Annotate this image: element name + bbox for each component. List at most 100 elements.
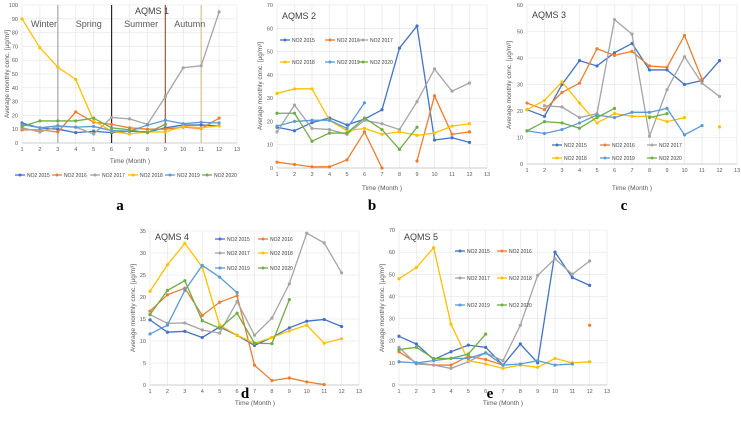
x-tick-label: 13	[356, 389, 362, 395]
legend-marker	[168, 173, 172, 177]
legend-item: NO2 2019	[165, 173, 200, 179]
legend-label: NO2 2018	[140, 173, 163, 179]
series-no2-2019	[20, 118, 221, 133]
legend-item: NO2 2016	[497, 249, 532, 255]
legend-label: NO2 2016	[612, 143, 635, 149]
x-tick-label: 2	[543, 168, 546, 174]
legend-item: NO2 2020	[647, 156, 682, 162]
y-tick-label: 15	[140, 317, 146, 323]
panel-label: e	[487, 386, 494, 402]
x-tick-label: 1	[20, 147, 23, 153]
data-point	[570, 362, 574, 366]
legend-item: NO2 2015	[455, 249, 490, 255]
x-tick-label: 4	[578, 168, 581, 174]
legend-item: NO2 2015	[280, 38, 315, 44]
y-tick-label: 0	[392, 383, 395, 389]
series-no2-2020	[148, 279, 291, 346]
chart-title: AQMS 1	[135, 6, 169, 16]
legend-item: NO2 2015	[215, 237, 250, 243]
x-tick-label: 7	[630, 168, 633, 174]
legend-item: NO2 2020	[358, 60, 393, 66]
series-no2-2015	[525, 41, 722, 118]
y-axis-label: Average monthly conc. [µg/m³]	[379, 264, 386, 352]
x-axis-label: Time (Month )	[362, 185, 402, 192]
y-tick-label: 40	[267, 73, 273, 79]
x-tick-label: 10	[431, 172, 437, 178]
y-tick-label: 20	[140, 295, 146, 301]
x-tick-label: 1	[148, 389, 151, 395]
legend-marker	[500, 276, 504, 280]
y-tick-label: 5	[143, 361, 146, 367]
x-tick-label: 2	[293, 172, 296, 178]
y-tick-label: 50	[267, 50, 273, 56]
legend-marker	[555, 156, 559, 160]
season-label: Winter	[31, 19, 57, 29]
legend-marker	[361, 38, 365, 42]
legend-item: NO2 2015	[15, 173, 50, 179]
x-tick-label: 6	[363, 172, 366, 178]
series-line	[398, 352, 573, 366]
legend-marker	[650, 156, 654, 160]
x-tick-label: 11	[321, 389, 327, 395]
legend-item: NO2 2018	[128, 173, 163, 179]
y-tick-label: 30	[12, 100, 18, 106]
series-no2-2018	[525, 80, 722, 129]
y-tick-label: 30	[267, 96, 273, 102]
y-tick-label: 60	[12, 58, 18, 64]
x-axis-label: Time (Month )	[483, 400, 523, 407]
data-point	[717, 125, 722, 129]
y-tick-label: 30	[140, 251, 146, 257]
legend-label: NO2 2017	[227, 251, 250, 257]
legend-item: NO2 2020	[202, 173, 237, 179]
legend-label: NO2 2015	[292, 38, 315, 44]
series-line	[149, 232, 343, 337]
legend-marker	[55, 173, 59, 177]
y-tick-label: 0	[143, 383, 146, 389]
x-axis-label: Time (Month )	[612, 185, 652, 192]
legend-marker	[218, 237, 222, 241]
legend-marker	[283, 38, 287, 42]
x-tick-label: 4	[74, 147, 77, 153]
series-line	[21, 122, 220, 134]
legend-item: NO2 2018	[497, 276, 532, 282]
legend-marker	[650, 143, 654, 147]
legend-item: NO2 2018	[552, 156, 587, 162]
legend-label: NO2 2017	[467, 276, 490, 282]
x-tick-label: 8	[398, 172, 401, 178]
series-line	[276, 130, 383, 169]
x-tick-label: 10	[681, 168, 687, 174]
x-tick-label: 3	[560, 168, 563, 174]
series-line	[149, 287, 325, 386]
data-point	[588, 323, 592, 327]
data-point	[275, 160, 279, 164]
y-tick-label: 50	[389, 272, 395, 278]
y-tick-label: 60	[267, 26, 273, 32]
series-line	[22, 111, 220, 133]
legend-item: NO2 2019	[215, 266, 250, 272]
y-tick-label: 20	[389, 339, 395, 345]
series-line	[544, 18, 720, 139]
y-tick-label: 80	[12, 31, 18, 37]
x-tick-label: 7	[253, 389, 256, 395]
x-tick-label: 4	[328, 172, 331, 178]
y-tick-label: 100	[9, 3, 18, 9]
legend-marker	[261, 251, 265, 255]
legend-item: NO2 2017	[215, 251, 250, 257]
x-tick-label: 11	[198, 147, 204, 153]
series-line	[149, 279, 290, 345]
legend-marker	[603, 156, 607, 160]
series-line	[21, 11, 220, 135]
legend-label: NO2 2017	[659, 143, 682, 149]
series-line	[416, 93, 470, 162]
legend-marker	[458, 303, 462, 307]
legend-marker	[500, 249, 504, 253]
x-tick-label: 5	[595, 168, 598, 174]
series-line	[21, 117, 166, 134]
legend-label: NO2 2018	[564, 156, 587, 162]
x-tick-label: 12	[587, 389, 593, 395]
y-axis-label: Average monthly conc. [µg/m³]	[4, 30, 11, 118]
x-tick-label: 1	[525, 168, 528, 174]
series-no2-2017	[20, 10, 221, 136]
legend-marker	[218, 266, 222, 270]
